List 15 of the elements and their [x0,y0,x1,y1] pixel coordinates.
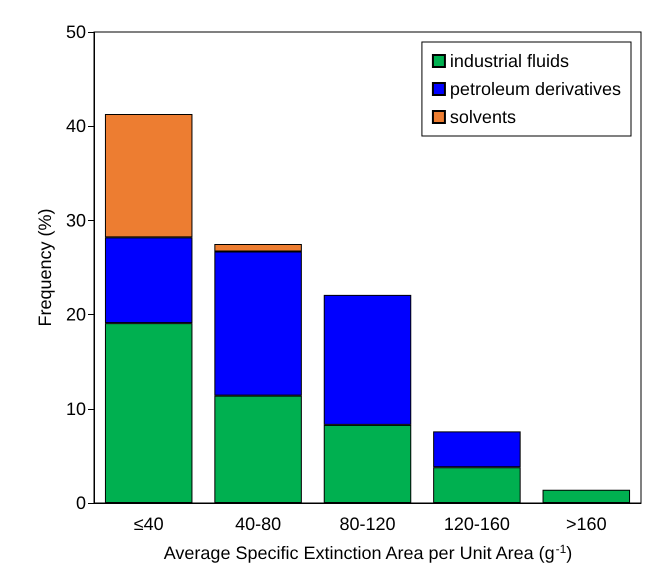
y-axis-title: Frequency (%) [35,208,55,327]
x-tick-label: ≤40 [134,514,164,534]
x-tick-label: 80-120 [339,514,396,534]
y-tick-label: 20 [66,304,86,325]
x-tick-label: 40-80 [235,514,282,534]
y-tick-label: 0 [76,493,86,513]
x-tick-label: 120-160 [444,514,510,534]
legend-label: petroleum derivatives [450,79,622,99]
legend-label: solvents [450,107,516,127]
y-tick-label: 30 [66,210,86,230]
y-tick-label: 50 [66,22,86,42]
y-tick-label: 40 [66,116,86,136]
x-tick-label: >160 [566,514,607,534]
y-tick-label: 10 [66,398,86,419]
legend-label: industrial fluids [450,51,569,71]
